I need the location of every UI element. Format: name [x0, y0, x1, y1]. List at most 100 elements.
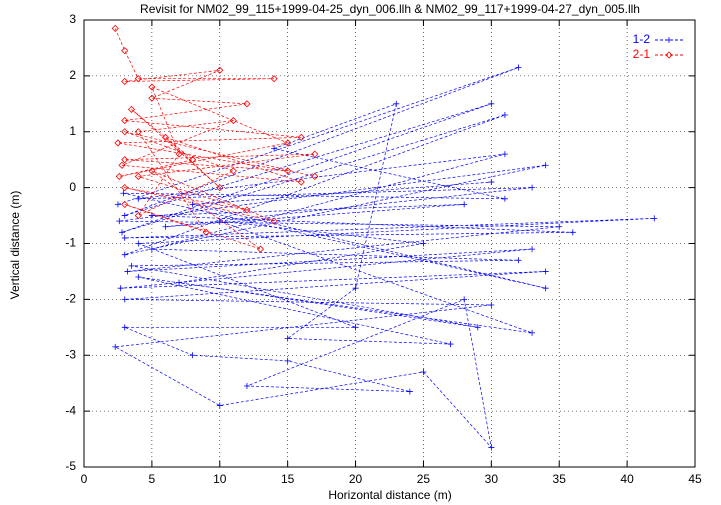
point	[135, 195, 142, 202]
point	[488, 301, 495, 308]
point	[501, 111, 508, 118]
point	[311, 172, 319, 181]
y-tick-label: -1	[65, 236, 76, 250]
point	[488, 100, 495, 107]
point	[127, 105, 136, 113]
point	[447, 341, 454, 348]
y-tick-label: 0	[69, 180, 76, 194]
point	[529, 329, 536, 336]
point	[121, 117, 129, 125]
point	[202, 228, 210, 236]
point	[134, 128, 142, 136]
point	[135, 274, 142, 281]
point	[297, 133, 305, 141]
point	[121, 200, 129, 208]
point	[124, 268, 131, 275]
point	[135, 240, 142, 247]
point	[461, 296, 468, 303]
plot-frame	[83, 19, 696, 468]
point	[542, 268, 549, 275]
point	[121, 251, 128, 258]
point	[175, 150, 183, 158]
point	[121, 296, 128, 303]
point	[284, 139, 292, 147]
y-axis-label: Vertical distance (m)	[8, 191, 22, 300]
chart-title: Revisit for NM02_99_115+1999-04-25_dyn_0…	[140, 2, 640, 16]
point	[117, 285, 124, 292]
point	[243, 382, 250, 389]
point	[134, 172, 142, 181]
point	[116, 218, 123, 225]
legend-label: 2-1	[633, 47, 651, 61]
x-tick-label: 5	[149, 472, 156, 486]
point	[118, 161, 126, 169]
x-tick-label: 20	[349, 472, 363, 486]
point	[406, 388, 413, 395]
y-tick-label: 3	[69, 12, 76, 26]
point	[501, 195, 508, 202]
point	[121, 77, 129, 86]
point	[189, 201, 196, 208]
point	[542, 162, 549, 169]
point	[352, 324, 359, 331]
x-tick-label: 25	[417, 472, 431, 486]
point	[270, 75, 278, 83]
point	[284, 167, 292, 175]
point	[115, 172, 123, 181]
point	[515, 64, 522, 71]
point	[162, 223, 169, 230]
y-tick-label: -2	[65, 292, 76, 306]
point	[488, 444, 495, 451]
x-tick-label: 15	[281, 472, 295, 486]
point	[148, 94, 156, 102]
point	[420, 240, 427, 247]
point	[243, 100, 251, 108]
x-tick-label: 40	[620, 472, 634, 486]
point	[121, 212, 128, 219]
point	[120, 190, 127, 197]
point	[121, 128, 129, 136]
point	[176, 279, 183, 286]
point	[121, 156, 129, 164]
point	[271, 145, 278, 152]
point	[542, 285, 549, 292]
point	[128, 262, 135, 269]
point	[216, 184, 224, 192]
point	[515, 257, 522, 264]
point	[297, 178, 305, 186]
x-tick-label: 0	[81, 472, 88, 486]
legend-marker	[665, 51, 673, 59]
point	[134, 211, 142, 220]
point	[243, 206, 251, 214]
point	[189, 156, 197, 164]
point	[651, 215, 658, 222]
y-tick-label: -4	[65, 403, 76, 417]
y-tick-label: 1	[69, 124, 76, 138]
point	[284, 335, 291, 342]
point	[501, 151, 508, 158]
x-tick-label: 35	[553, 472, 567, 486]
series-line	[114, 28, 315, 250]
legend-marker	[666, 37, 672, 43]
point	[112, 343, 119, 350]
point	[134, 75, 142, 83]
y-tick-label: -5	[65, 459, 76, 473]
point	[420, 369, 427, 376]
point	[474, 324, 481, 331]
point	[161, 133, 170, 141]
x-tick-label: 45	[688, 472, 702, 486]
point	[270, 217, 278, 225]
point	[569, 229, 576, 236]
point	[148, 167, 156, 175]
point	[488, 179, 495, 186]
point	[121, 324, 128, 331]
point	[121, 47, 129, 55]
y-tick-label: 2	[69, 68, 76, 82]
point	[461, 201, 468, 208]
point	[556, 223, 563, 230]
point	[229, 167, 237, 175]
point	[229, 117, 237, 125]
point	[114, 139, 122, 147]
point	[148, 246, 155, 253]
